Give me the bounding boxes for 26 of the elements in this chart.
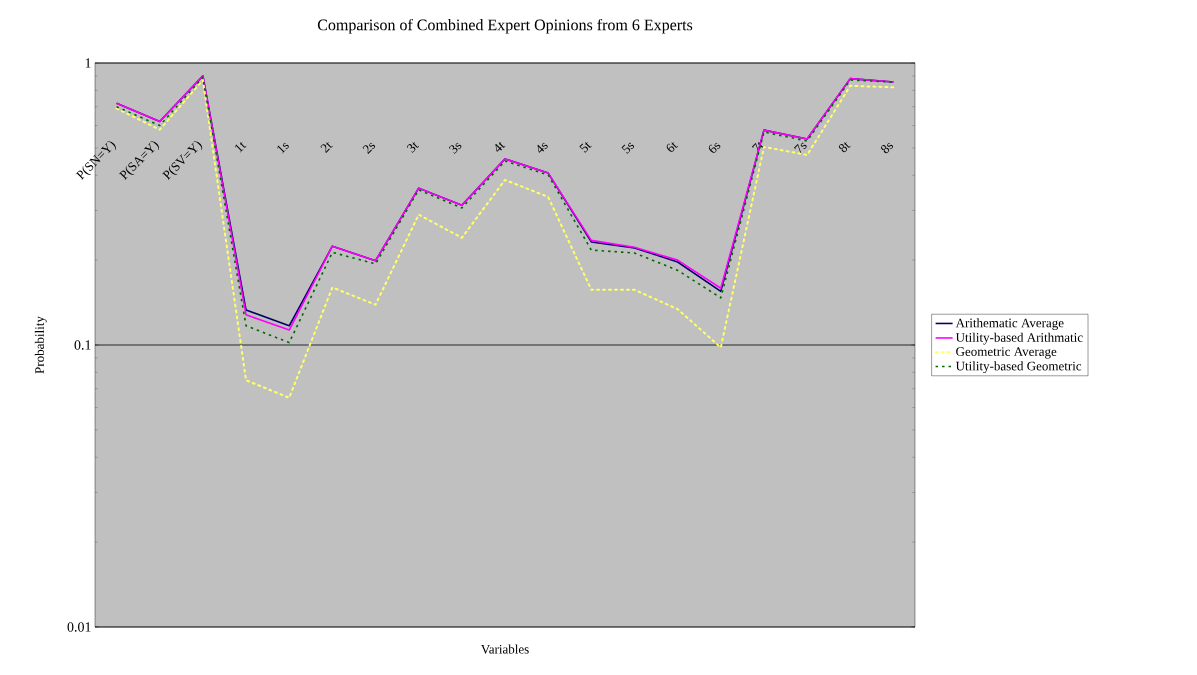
x-tick-label: 3t — [406, 142, 419, 153]
x-tick-label: 8s — [881, 142, 894, 154]
legend-label: Utility-based Arithmatic — [955, 332, 1083, 345]
x-tick-label: 7s — [794, 142, 807, 154]
line-series — [115, 79, 895, 399]
legend-label: Utility-based Geometric — [955, 361, 1082, 374]
x-tick-label: 5t — [579, 142, 592, 153]
y-tick-label: 0.1 — [74, 340, 91, 350]
x-tick-label: 2s — [362, 142, 376, 154]
x-tick-label: 2t — [320, 142, 333, 153]
x-tick-label: 8t — [838, 142, 851, 153]
x-tick-label: 3s — [448, 142, 462, 154]
legend-label: Geometric Average — [956, 347, 1057, 359]
legend-label: Arithematic Average — [955, 318, 1064, 331]
y-tick-label: 0.01 — [67, 622, 91, 632]
y-tick-label: 1 — [85, 58, 91, 68]
x-tick-label: 4s — [537, 142, 548, 153]
chart-title: Comparison of Combined Expert Opinions from 6 Experts — [317, 18, 693, 34]
x-tick-label: 6t — [666, 142, 678, 152]
x-tick-label: 1t — [235, 142, 247, 153]
y-axis-title: Probability — [34, 316, 47, 374]
x-axis-title: Variables — [480, 644, 529, 654]
x-tick-label: 6s — [708, 142, 721, 153]
x-tick-label: 1s — [277, 142, 289, 154]
x-tick-label: 4t — [495, 142, 506, 152]
x-tick-label: 5s — [621, 142, 635, 154]
